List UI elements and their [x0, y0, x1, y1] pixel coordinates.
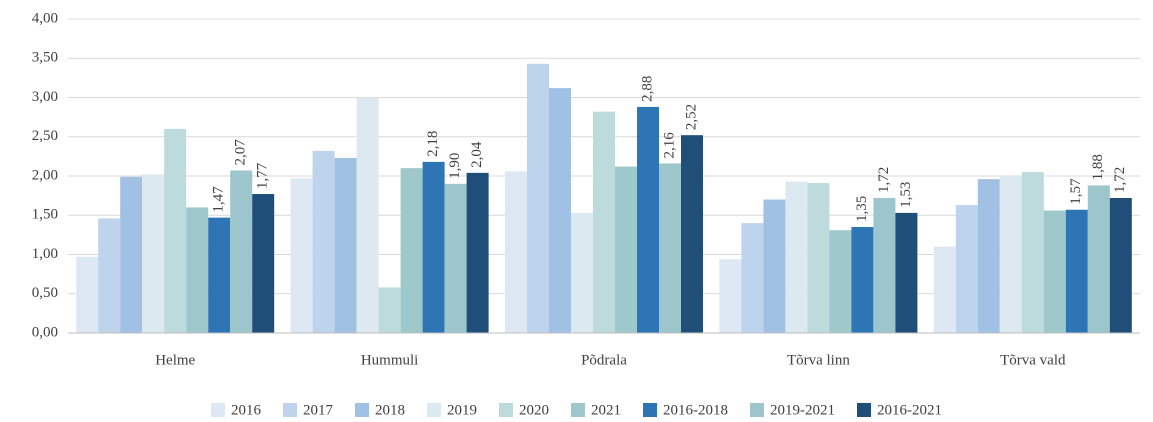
legend-label: 2021 [591, 402, 621, 418]
bar [829, 230, 852, 333]
bar [120, 176, 143, 333]
bar [571, 212, 593, 333]
bar [444, 183, 467, 333]
bar [252, 194, 275, 333]
legend-label: 2019-2021 [770, 402, 835, 418]
bar [807, 183, 830, 333]
legend-label: 2018 [375, 402, 405, 418]
legend-label: 2016-2021 [877, 402, 942, 418]
bar [356, 97, 379, 333]
bar [741, 223, 764, 333]
bar [851, 227, 874, 333]
bar [142, 174, 165, 333]
bar [164, 128, 187, 333]
data-label: 1,53 [898, 182, 914, 208]
bar [1021, 172, 1044, 333]
legend-label: 2016 [231, 402, 262, 418]
bar [549, 88, 571, 333]
data-label: 2,52 [683, 104, 699, 130]
bar [400, 168, 423, 333]
bar [98, 218, 121, 333]
y-tick-label: 2,50 [32, 128, 58, 144]
bar [681, 135, 703, 333]
bar [873, 197, 896, 333]
legend-label: 2016-2018 [663, 402, 728, 418]
x-tick-label: Hummuli [361, 352, 419, 368]
y-tick-label: 4,00 [32, 10, 58, 26]
data-label: 1,35 [854, 196, 870, 222]
legend-swatch [499, 403, 513, 417]
bar [334, 157, 357, 333]
bar [763, 199, 786, 333]
legend-swatch [283, 403, 297, 417]
bar [1043, 210, 1066, 333]
bar [637, 106, 659, 333]
legend-swatch [571, 403, 585, 417]
bar [719, 259, 742, 333]
data-label: 2,07 [233, 139, 249, 166]
bar [1065, 209, 1088, 333]
legend-label: 2020 [519, 402, 549, 418]
bar [290, 178, 313, 333]
legend-swatch [857, 403, 871, 417]
bar [378, 287, 401, 333]
data-label: 1,72 [1112, 167, 1128, 193]
y-tick-label: 0,00 [32, 324, 58, 340]
bar [1109, 197, 1132, 333]
y-tick-label: 1,50 [32, 207, 58, 223]
data-label: 1,77 [255, 162, 271, 189]
data-label: 2,16 [661, 132, 677, 159]
bar [785, 181, 808, 333]
legend-swatch [750, 403, 764, 417]
bar [659, 163, 681, 333]
bar [977, 179, 1000, 333]
bar [505, 171, 527, 333]
y-tick-label: 1,00 [32, 246, 58, 262]
bar [230, 170, 253, 333]
bar [186, 207, 209, 333]
y-tick-label: 3,50 [32, 50, 58, 66]
legend-label: 2017 [303, 402, 334, 418]
data-label: 1,47 [211, 186, 227, 213]
bar [466, 172, 489, 333]
data-label: 2,04 [469, 141, 485, 168]
bar [593, 111, 615, 333]
y-tick-label: 2,00 [32, 167, 58, 183]
x-tick-label: Tõrva linn [787, 352, 850, 368]
legend-swatch [643, 403, 657, 417]
data-label: 2,18 [425, 131, 441, 157]
legend-swatch [355, 403, 369, 417]
bar [1087, 185, 1110, 333]
legend-label: 2019 [447, 402, 477, 418]
bar [933, 246, 956, 333]
legend-swatch [427, 403, 441, 417]
y-tick-label: 0,50 [32, 285, 58, 301]
bar [895, 212, 918, 333]
x-tick-label: Tõrva vald [1000, 352, 1066, 368]
bar [955, 205, 978, 333]
data-label: 1,90 [447, 153, 463, 179]
legend-swatch [211, 403, 225, 417]
data-label: 2,88 [639, 76, 655, 102]
data-label: 1,88 [1090, 154, 1106, 180]
bar [76, 256, 99, 333]
data-label: 1,72 [876, 167, 892, 193]
bar [422, 161, 445, 333]
bar [527, 63, 549, 334]
x-tick-label: Helme [155, 352, 195, 368]
bar [208, 217, 231, 333]
bar [312, 150, 335, 333]
bar [999, 175, 1022, 333]
x-tick-label: Põdrala [581, 352, 627, 368]
data-label: 1,57 [1068, 178, 1084, 205]
bar [615, 166, 637, 333]
y-tick-label: 3,00 [32, 89, 58, 105]
